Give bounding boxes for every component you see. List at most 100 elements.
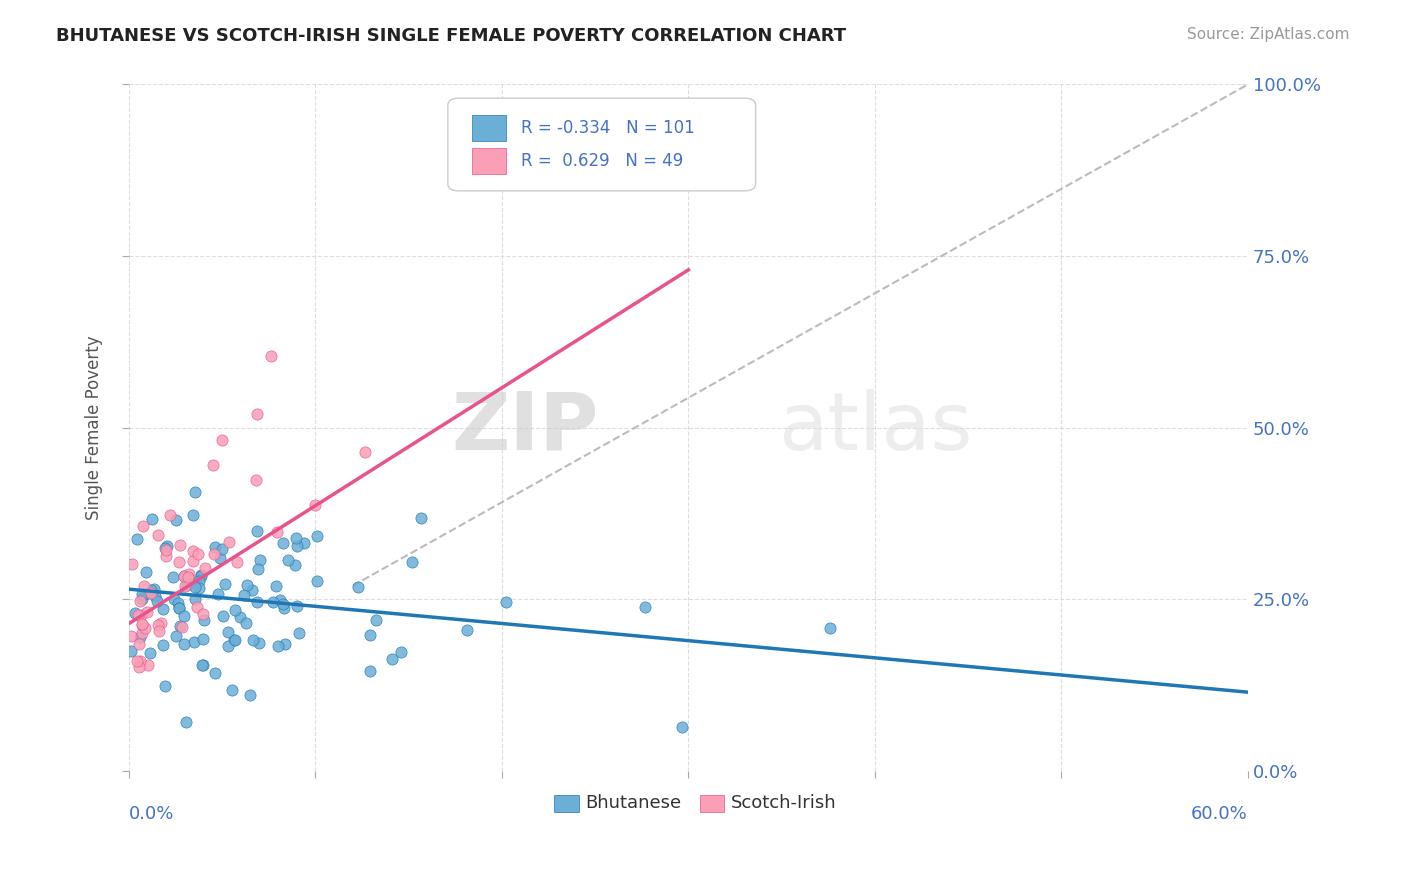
Point [134, 621, 156, 635]
Point [136, 605, 159, 619]
Point [146, 594, 169, 608]
Point [191, 632, 214, 647]
Point [224, 633, 246, 648]
Point [131, 587, 153, 601]
Point [141, 586, 163, 600]
Point [285, 532, 308, 546]
Point [139, 583, 162, 598]
Point [139, 646, 162, 660]
Point [172, 620, 194, 634]
Point [176, 714, 198, 729]
Point [634, 599, 657, 614]
Point [285, 599, 308, 614]
Point [148, 624, 170, 638]
Point [202, 547, 225, 561]
Point [131, 519, 153, 533]
Point [242, 633, 264, 648]
Point [214, 577, 236, 591]
Text: Bhutanese: Bhutanese [585, 795, 682, 813]
Point [135, 565, 157, 579]
Point [184, 485, 207, 500]
Point [173, 569, 195, 583]
Point [235, 616, 257, 631]
Point [143, 589, 166, 603]
Point [246, 524, 269, 538]
Point [169, 619, 191, 633]
Point [224, 603, 246, 617]
Bar [472, 147, 506, 174]
Point [146, 617, 169, 632]
Text: R =  0.629   N = 49: R = 0.629 N = 49 [520, 152, 683, 169]
Point [245, 474, 267, 488]
Point [495, 594, 517, 608]
Point [245, 407, 267, 421]
Point [359, 664, 381, 678]
Text: ZIP: ZIP [451, 389, 599, 467]
Point [184, 592, 207, 607]
Point [141, 512, 163, 526]
Point [229, 609, 252, 624]
Text: Scotch-Irish: Scotch-Irish [731, 795, 837, 813]
Point [163, 591, 186, 606]
Point [166, 596, 188, 610]
Point [179, 567, 201, 582]
Bar [554, 795, 579, 813]
Point [127, 607, 149, 622]
Point [173, 568, 195, 582]
Point [183, 554, 205, 568]
Y-axis label: Single Female Poverty: Single Female Poverty [86, 335, 103, 520]
Point [401, 555, 423, 569]
Point [159, 508, 181, 523]
Point [222, 632, 245, 647]
Point [240, 583, 263, 598]
Point [211, 434, 233, 448]
Point [131, 591, 153, 606]
Point [273, 637, 295, 651]
Point [246, 562, 269, 576]
Point [307, 528, 329, 542]
Text: 60.0%: 60.0% [1191, 805, 1249, 823]
Point [132, 579, 155, 593]
Point [155, 679, 177, 693]
Point [305, 574, 328, 588]
Point [271, 597, 294, 611]
Point [221, 682, 243, 697]
Point [120, 644, 142, 658]
Point [128, 660, 150, 674]
Point [284, 558, 307, 572]
Point [146, 528, 169, 542]
Point [173, 609, 195, 624]
Point [277, 553, 299, 567]
Point [181, 508, 204, 522]
Point [165, 513, 187, 527]
Text: R = -0.334   N = 101: R = -0.334 N = 101 [520, 119, 695, 136]
Point [366, 613, 388, 627]
Point [411, 511, 433, 525]
Point [188, 582, 211, 596]
Point [190, 568, 212, 582]
Text: atlas: atlas [778, 389, 973, 467]
Point [128, 593, 150, 607]
Point [143, 582, 166, 596]
Point [177, 570, 200, 584]
Point [236, 578, 259, 592]
Point [128, 654, 150, 668]
Point [211, 542, 233, 557]
Point [233, 588, 256, 602]
Point [186, 600, 208, 615]
Point [249, 553, 271, 567]
Point [176, 578, 198, 592]
Point [167, 601, 190, 615]
Point [204, 665, 226, 680]
Point [187, 548, 209, 562]
Point [346, 580, 368, 594]
Point [247, 635, 270, 649]
Point [271, 536, 294, 550]
Text: BHUTANESE VS SCOTCH-IRISH SINGLE FEMALE POVERTY CORRELATION CHART: BHUTANESE VS SCOTCH-IRISH SINGLE FEMALE … [56, 27, 846, 45]
Point [155, 549, 177, 563]
Point [149, 616, 172, 631]
Point [190, 569, 212, 583]
Point [134, 587, 156, 601]
Point [194, 560, 217, 574]
Point [217, 639, 239, 653]
